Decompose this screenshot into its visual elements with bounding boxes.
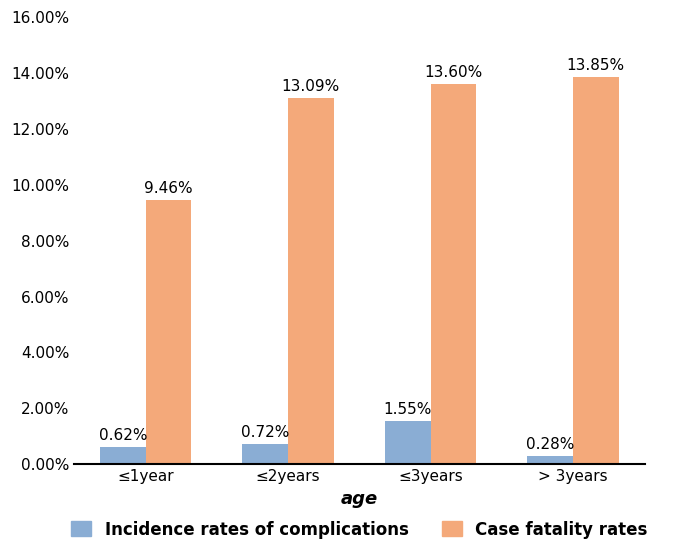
Bar: [573, 77, 619, 464]
Text: 13.60%: 13.60%: [424, 65, 482, 80]
Bar: [527, 457, 573, 464]
Legend: Incidence rates of complications, Case fatality rates: Incidence rates of complications, Case f…: [64, 514, 654, 545]
Bar: [100, 447, 146, 464]
Text: 0.72%: 0.72%: [241, 425, 290, 440]
Bar: [431, 84, 476, 464]
Text: 1.55%: 1.55%: [384, 402, 432, 417]
Text: 13.85%: 13.85%: [566, 58, 625, 73]
Text: 13.09%: 13.09%: [282, 79, 340, 94]
Text: 0.62%: 0.62%: [99, 428, 147, 443]
Bar: [242, 444, 288, 464]
Bar: [385, 421, 431, 464]
Text: 0.28%: 0.28%: [526, 437, 575, 452]
Text: 9.46%: 9.46%: [144, 181, 192, 196]
X-axis label: age: age: [340, 490, 378, 508]
Bar: [146, 200, 191, 464]
Bar: [288, 98, 334, 464]
